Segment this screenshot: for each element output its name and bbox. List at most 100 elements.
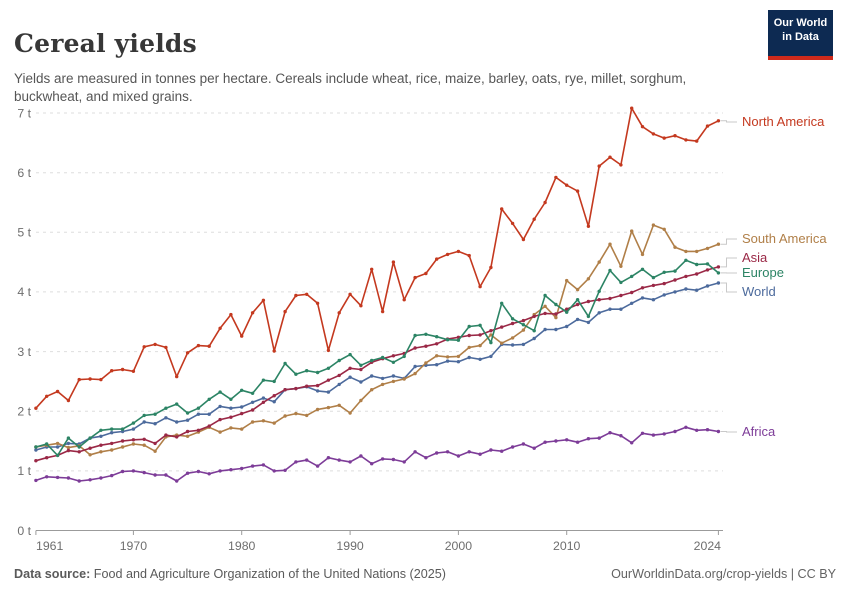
data-point[interactable] [608,155,612,159]
data-point[interactable] [164,406,168,410]
data-point[interactable] [337,458,341,462]
data-point[interactable] [575,440,580,444]
data-point[interactable] [521,442,526,446]
data-point[interactable] [34,445,38,449]
data-point[interactable] [716,429,721,434]
data-point[interactable] [164,416,168,420]
data-point[interactable] [142,420,146,424]
data-point[interactable] [695,139,699,143]
data-point[interactable] [467,450,471,454]
data-point[interactable] [651,132,656,136]
data-point[interactable] [435,354,439,358]
data-point[interactable] [565,324,569,329]
data-point[interactable] [673,429,677,434]
data-point[interactable] [651,283,656,288]
data-point[interactable] [489,354,493,359]
data-point[interactable] [510,317,515,321]
data-point[interactable] [391,374,396,378]
data-point[interactable] [348,352,352,357]
data-point[interactable] [424,456,428,460]
data-point[interactable] [619,307,623,311]
data-point[interactable] [456,454,461,458]
data-point[interactable] [196,412,201,416]
data-point[interactable] [456,354,461,359]
data-point[interactable] [196,428,201,432]
data-point[interactable] [185,411,190,415]
series-asia[interactable] [34,265,721,463]
data-point[interactable] [370,267,374,271]
data-point[interactable] [240,466,244,471]
data-point[interactable] [315,301,320,305]
data-point[interactable] [34,478,38,483]
data-point[interactable] [586,299,591,304]
data-point[interactable] [500,207,504,211]
data-point[interactable] [370,358,374,363]
data-point[interactable] [413,450,417,454]
data-point[interactable] [99,443,103,447]
data-point[interactable] [218,390,222,394]
data-point[interactable] [445,359,450,363]
data-point[interactable] [175,479,179,483]
data-point[interactable] [532,336,536,341]
data-point[interactable] [207,397,211,401]
data-point[interactable] [445,355,450,359]
data-point[interactable] [348,366,352,370]
data-point[interactable] [673,245,677,249]
data-point[interactable] [662,270,666,274]
data-point[interactable] [391,360,396,364]
data-point[interactable] [402,298,406,302]
data-point[interactable] [380,376,385,381]
owid-logo[interactable]: Our World in Data [768,10,833,60]
data-point[interactable] [435,342,439,346]
data-point[interactable] [510,445,515,449]
data-point[interactable] [543,440,547,444]
series-line-asia[interactable] [35,266,720,462]
data-point[interactable] [250,420,255,424]
data-point[interactable] [359,304,363,308]
data-point[interactable] [240,411,244,416]
legend-label-asia[interactable]: Asia [742,250,768,265]
data-point[interactable] [554,312,558,316]
data-point[interactable] [630,274,634,279]
data-point[interactable] [120,367,125,372]
data-point[interactable] [272,379,276,384]
data-point[interactable] [370,374,374,378]
data-point[interactable] [66,448,71,453]
data-point[interactable] [489,329,493,333]
data-point[interactable] [673,134,677,138]
footer-link[interactable]: OurWorldinData.org/crop-yields | CC BY [611,567,836,581]
data-point[interactable] [532,329,536,333]
data-point[interactable] [34,459,38,463]
data-point[interactable] [55,475,60,480]
data-point[interactable] [218,430,222,434]
data-point[interactable] [597,436,601,440]
data-point[interactable] [543,311,547,316]
data-point[interactable] [45,442,49,446]
data-point[interactable] [543,293,547,298]
data-point[interactable] [619,163,623,167]
data-point[interactable] [684,249,688,254]
data-point[interactable] [131,442,136,446]
data-point[interactable] [229,415,233,419]
data-point[interactable] [435,451,439,455]
data-point[interactable] [305,413,309,418]
data-point[interactable] [250,311,255,315]
data-point[interactable] [120,469,125,474]
data-point[interactable] [110,431,114,435]
data-point[interactable] [359,454,363,458]
data-point[interactable] [315,383,320,388]
data-point[interactable] [456,249,461,254]
data-point[interactable] [272,394,276,398]
data-point[interactable] [543,304,547,308]
data-point[interactable] [684,274,688,279]
data-point[interactable] [120,445,125,449]
data-point[interactable] [326,405,331,410]
data-point[interactable] [651,433,656,437]
data-point[interactable] [413,333,417,338]
data-point[interactable] [88,446,92,450]
data-point[interactable] [131,369,136,373]
data-point[interactable] [77,377,81,382]
data-point[interactable] [370,388,374,392]
data-point[interactable] [326,348,331,353]
data-point[interactable] [684,425,688,429]
